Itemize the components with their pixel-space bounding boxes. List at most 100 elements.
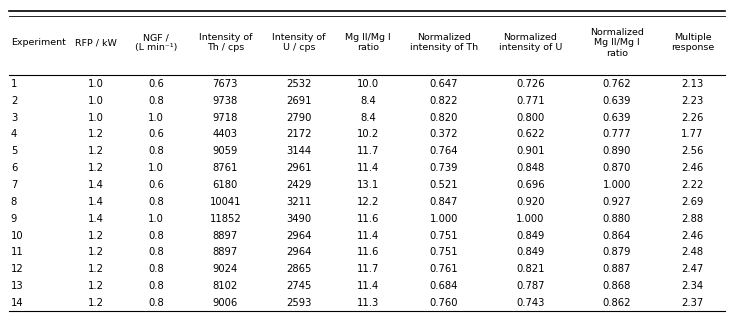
Text: 0.820: 0.820 (430, 112, 458, 123)
Text: 0.8: 0.8 (148, 146, 164, 156)
Text: 0.849: 0.849 (516, 231, 545, 240)
Text: Normalized
intensity of U: Normalized intensity of U (499, 33, 562, 52)
Text: 8.4: 8.4 (360, 96, 376, 106)
Text: 1.0: 1.0 (148, 112, 164, 123)
Text: 0.800: 0.800 (516, 112, 545, 123)
Text: 2429: 2429 (286, 180, 312, 190)
Text: 0.868: 0.868 (603, 281, 631, 291)
Text: 3490: 3490 (286, 214, 312, 224)
Text: 1.2: 1.2 (88, 281, 104, 291)
Text: 1.0: 1.0 (148, 214, 164, 224)
Text: 10.2: 10.2 (357, 130, 380, 139)
Text: 8: 8 (11, 197, 17, 207)
Text: 10.0: 10.0 (357, 79, 379, 89)
Text: 0.870: 0.870 (603, 163, 631, 173)
Text: 8761: 8761 (212, 163, 238, 173)
Text: 9718: 9718 (212, 112, 238, 123)
Text: 14: 14 (11, 298, 23, 308)
Text: 1.0: 1.0 (88, 79, 104, 89)
Text: Normalized
intensity of Th: Normalized intensity of Th (410, 33, 478, 52)
Text: 0.739: 0.739 (429, 163, 458, 173)
Text: 0.639: 0.639 (602, 96, 631, 106)
Text: 13.1: 13.1 (357, 180, 380, 190)
Text: 11.3: 11.3 (357, 298, 380, 308)
Text: 1.2: 1.2 (88, 298, 104, 308)
Text: 0.6: 0.6 (148, 180, 164, 190)
Text: 0.8: 0.8 (148, 96, 164, 106)
Text: 2.69: 2.69 (681, 197, 704, 207)
Text: 1.000: 1.000 (430, 214, 458, 224)
Text: 0.890: 0.890 (603, 146, 631, 156)
Text: 2.48: 2.48 (682, 247, 704, 258)
Text: 4: 4 (11, 130, 17, 139)
Text: 0.787: 0.787 (516, 281, 545, 291)
Text: 2865: 2865 (286, 264, 312, 274)
Text: 2.22: 2.22 (681, 180, 704, 190)
Text: 11.4: 11.4 (357, 163, 380, 173)
Text: 1.4: 1.4 (88, 197, 104, 207)
Text: 7: 7 (11, 180, 18, 190)
Text: 0.622: 0.622 (516, 130, 545, 139)
Text: 0.743: 0.743 (516, 298, 545, 308)
Text: 3144: 3144 (286, 146, 312, 156)
Text: 2.26: 2.26 (681, 112, 704, 123)
Text: 0.821: 0.821 (516, 264, 545, 274)
Text: 1.000: 1.000 (603, 180, 631, 190)
Text: 0.647: 0.647 (429, 79, 458, 89)
Text: 1.2: 1.2 (88, 231, 104, 240)
Text: 2.46: 2.46 (681, 231, 704, 240)
Text: 0.764: 0.764 (429, 146, 458, 156)
Text: 7673: 7673 (212, 79, 238, 89)
Text: 12.2: 12.2 (357, 197, 380, 207)
Text: 11.6: 11.6 (357, 247, 380, 258)
Text: 1.2: 1.2 (88, 130, 104, 139)
Text: RFP / kW: RFP / kW (74, 38, 117, 47)
Text: 1: 1 (11, 79, 18, 89)
Text: 0.751: 0.751 (429, 247, 458, 258)
Text: 2: 2 (11, 96, 18, 106)
Text: 2.88: 2.88 (682, 214, 704, 224)
Text: 9738: 9738 (212, 96, 238, 106)
Text: 0.887: 0.887 (603, 264, 631, 274)
Text: 2964: 2964 (286, 231, 312, 240)
Text: 10041: 10041 (210, 197, 241, 207)
Text: 2790: 2790 (286, 112, 312, 123)
Text: 1.2: 1.2 (88, 264, 104, 274)
Text: 1.2: 1.2 (88, 247, 104, 258)
Text: 0.6: 0.6 (148, 130, 164, 139)
Text: 3: 3 (11, 112, 17, 123)
Text: 0.8: 0.8 (148, 281, 164, 291)
Text: 2532: 2532 (286, 79, 312, 89)
Text: 0.880: 0.880 (603, 214, 631, 224)
Text: 9: 9 (11, 214, 18, 224)
Text: 0.726: 0.726 (516, 79, 545, 89)
Text: 3211: 3211 (286, 197, 312, 207)
Text: 1.4: 1.4 (88, 180, 104, 190)
Text: 8897: 8897 (212, 247, 238, 258)
Text: 0.372: 0.372 (429, 130, 458, 139)
Text: 9024: 9024 (212, 264, 238, 274)
Text: 0.8: 0.8 (148, 298, 164, 308)
Text: 2.23: 2.23 (681, 96, 704, 106)
Text: 0.6: 0.6 (148, 79, 164, 89)
Text: 10: 10 (11, 231, 23, 240)
Text: 1.2: 1.2 (88, 163, 104, 173)
Text: 2.56: 2.56 (681, 146, 704, 156)
Text: 2172: 2172 (286, 130, 312, 139)
Text: 5: 5 (11, 146, 18, 156)
Text: Experiment: Experiment (11, 38, 66, 47)
Text: 6: 6 (11, 163, 18, 173)
Text: NGF /
(L min⁻¹): NGF / (L min⁻¹) (135, 33, 177, 52)
Text: 0.848: 0.848 (516, 163, 545, 173)
Text: 0.822: 0.822 (429, 96, 458, 106)
Text: 11.6: 11.6 (357, 214, 380, 224)
Text: 11.4: 11.4 (357, 281, 380, 291)
Text: 0.847: 0.847 (430, 197, 458, 207)
Text: 8102: 8102 (212, 281, 238, 291)
Text: 1.0: 1.0 (88, 112, 104, 123)
Text: 1.0: 1.0 (148, 163, 164, 173)
Text: 0.521: 0.521 (429, 180, 458, 190)
Text: 0.777: 0.777 (602, 130, 631, 139)
Text: 2.46: 2.46 (681, 163, 704, 173)
Text: 11852: 11852 (210, 214, 241, 224)
